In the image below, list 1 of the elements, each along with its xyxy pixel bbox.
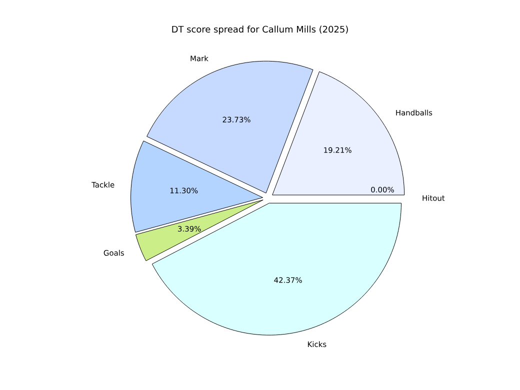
chart-title: DT score spread for Callum Mills (2025): [172, 26, 348, 34]
